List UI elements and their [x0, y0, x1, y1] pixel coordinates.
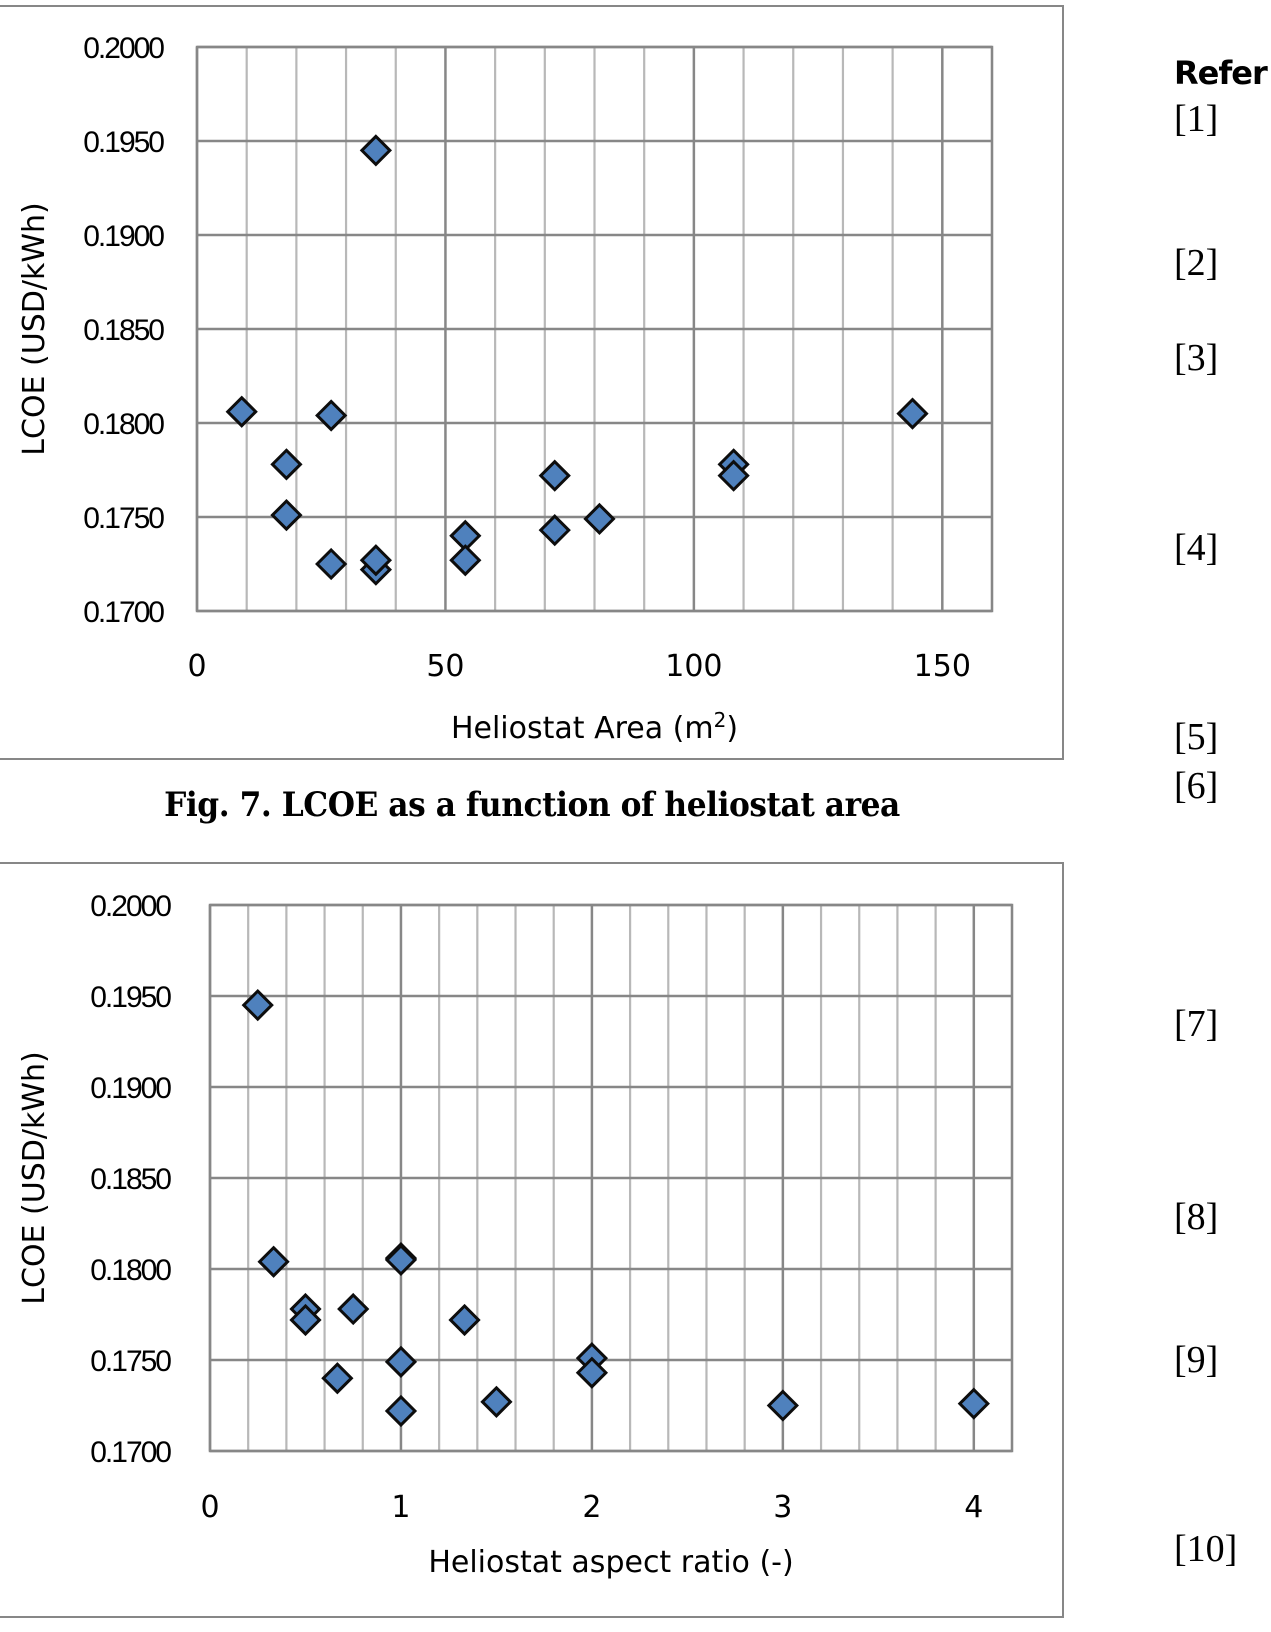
reference-number: [5] — [1174, 716, 1219, 758]
data-point — [957, 1387, 990, 1420]
x-tick-label: 0 — [187, 649, 206, 684]
reference-number: [2] — [1174, 242, 1219, 284]
data-point — [321, 1362, 354, 1395]
reference-number: [10] — [1174, 1528, 1238, 1570]
reference-number: [7] — [1174, 1003, 1219, 1045]
y-tick-label: 0.1700 — [83, 596, 164, 629]
data-point — [448, 1303, 481, 1337]
y-tick-label: 0.1700 — [90, 1436, 171, 1469]
y-axis-title: LCOE (USD/kWh) — [17, 202, 52, 455]
data-point — [384, 1345, 418, 1378]
x-tick-label: 3 — [773, 1490, 792, 1525]
figure-caption-fig7: Fig. 7. LCOE as a function of heliostat … — [164, 785, 900, 825]
x-tick-label: 100 — [665, 649, 722, 684]
y-tick-label: 0.1750 — [83, 502, 164, 535]
x-tick-label: 150 — [914, 649, 971, 684]
reference-number: [6] — [1174, 765, 1219, 807]
reference-number: [1] — [1174, 98, 1219, 140]
data-point — [575, 1356, 609, 1389]
x-tick-label: 2 — [582, 1490, 601, 1525]
y-tick-label: 0.1850 — [83, 314, 164, 347]
x-tick-label: 4 — [964, 1490, 983, 1525]
chart-frame-heliostat-area — [0, 5, 1064, 760]
y-tick-label: 0.1800 — [90, 1254, 171, 1287]
plot-area — [195, 45, 994, 613]
reference-number: [8] — [1174, 1196, 1219, 1238]
data-point — [315, 399, 348, 432]
references-heading: Refer — [1174, 54, 1268, 92]
data-point — [480, 1385, 513, 1418]
y-tick-label: 0.1900 — [83, 220, 164, 253]
reference-number: [3] — [1174, 337, 1219, 379]
y-tick-label: 0.1950 — [83, 126, 164, 159]
y-tick-label: 0.1950 — [90, 981, 171, 1014]
data-point — [449, 544, 482, 577]
data-point — [241, 988, 274, 1022]
data-point — [384, 1394, 418, 1428]
x-tick-label: 50 — [426, 649, 464, 684]
data-point — [270, 498, 303, 532]
data-point — [337, 1292, 370, 1326]
y-tick-label: 0.1800 — [83, 408, 164, 441]
reference-number: [9] — [1174, 1339, 1219, 1381]
x-tick-label: 1 — [391, 1490, 410, 1525]
data-point — [583, 502, 616, 536]
reference-number: [4] — [1174, 527, 1219, 569]
data-point — [384, 1243, 418, 1277]
data-point — [289, 1303, 322, 1337]
x-axis-title: Heliostat aspect ratio (-) — [428, 1545, 793, 1580]
data-point — [270, 448, 303, 481]
x-tick-label: 0 — [200, 1490, 219, 1525]
data-point — [359, 544, 392, 577]
plot-area — [208, 903, 1014, 1453]
data-point — [257, 1245, 290, 1278]
data-point — [315, 547, 348, 581]
y-tick-label: 0.1900 — [90, 1072, 171, 1105]
data-point — [717, 459, 750, 492]
data-point — [359, 134, 392, 167]
y-tick-label: 0.2000 — [83, 32, 164, 65]
chart-fig8: 0.1700 0.1750 0.1800 0.1850 0.1900 0.1950 0.20… — [17, 890, 1014, 1580]
data-point — [225, 395, 258, 428]
data-point — [896, 397, 929, 430]
data-point — [766, 1389, 799, 1422]
y-tick-label: 0.1750 — [90, 1345, 171, 1378]
chart-frame-aspect-ratio — [0, 862, 1064, 1618]
y-tick-label: 0.2000 — [90, 890, 171, 923]
data-point — [538, 459, 571, 492]
y-tick-label: 0.1850 — [90, 1163, 171, 1196]
chart-fig7: 0.1700 0.1750 0.1800 0.1850 0.1900 0.1950 0.20… — [17, 32, 994, 746]
x-axis-title: Heliostat Area (m2) — [451, 708, 738, 746]
y-axis-title: LCOE (USD/kWh) — [17, 1051, 52, 1304]
data-point — [538, 514, 571, 547]
